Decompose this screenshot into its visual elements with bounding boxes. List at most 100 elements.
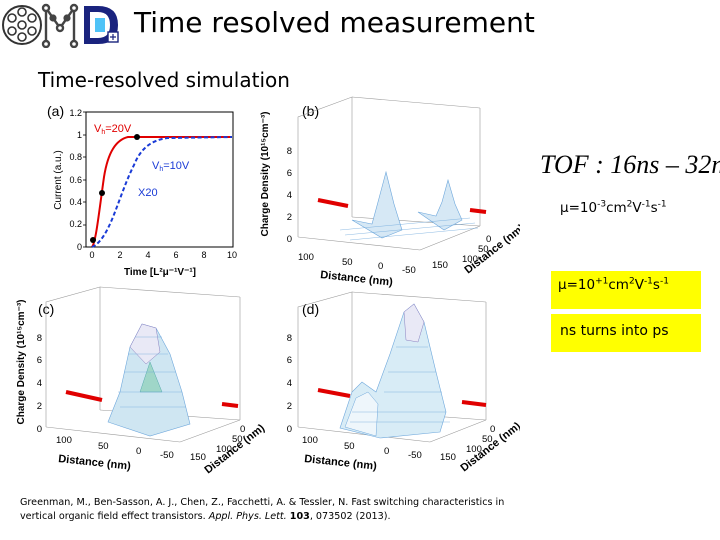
panel-a-label: (a): [47, 103, 64, 119]
svg-text:6: 6: [287, 355, 292, 366]
panel-d-zticks: 0 2 4 6 8: [287, 333, 292, 435]
svg-text:0: 0: [486, 234, 491, 245]
panel-b-surface: [351, 170, 463, 239]
omd-logo: [2, 3, 119, 48]
svg-text:100: 100: [56, 435, 72, 446]
panel-b: (b) 0 2 4 6 8 Charge Density (10¹⁵cm⁻³: [260, 96, 520, 289]
panel-b-electrode-1: [317, 198, 349, 208]
panel-a-xtick-3: 6: [173, 250, 178, 260]
svg-text:0: 0: [136, 446, 141, 457]
panel-c-electrode-2: [221, 402, 239, 408]
svg-text:0: 0: [378, 261, 383, 272]
panel-a-xlabel: Time [L²μ⁻¹V⁻¹]: [124, 267, 196, 278]
device-d-icon: [84, 6, 119, 44]
svg-text:50: 50: [344, 441, 355, 452]
svg-text:50: 50: [478, 244, 489, 255]
panel-d: (d) 0 2 4 6 8 100: [287, 291, 520, 474]
panel-c-zticks: 0 2 4 6 8: [37, 333, 42, 435]
svg-text:0: 0: [287, 234, 292, 245]
svg-text:8: 8: [37, 333, 42, 344]
svg-text:4: 4: [287, 378, 292, 389]
marker-point-2: [99, 190, 105, 196]
svg-text:2: 2: [287, 212, 292, 223]
svg-text:0: 0: [240, 424, 245, 435]
annotation-x20: X20: [138, 187, 158, 199]
curve-vh-20v: [91, 136, 232, 248]
svg-text:150: 150: [440, 452, 456, 463]
timescale-note: ns turns into ps: [551, 314, 701, 352]
panel-a-ytick-6: 1.2: [69, 108, 82, 118]
svg-text:100: 100: [302, 435, 318, 446]
svg-text:4: 4: [37, 378, 42, 389]
svg-text:8: 8: [287, 333, 292, 344]
svg-text:100: 100: [462, 254, 478, 265]
panel-c-xticks: 100 50 0 -50: [56, 435, 174, 461]
svg-text:8: 8: [287, 146, 292, 157]
panel-d-electrode-1: [317, 388, 351, 398]
marker-point-3: [134, 134, 140, 140]
svg-text:100: 100: [466, 444, 482, 455]
svg-text:2: 2: [37, 401, 42, 412]
panel-a-xtick-2: 4: [145, 250, 150, 260]
panel-c-yticks: 0 50 100 150: [190, 424, 245, 463]
svg-text:0: 0: [37, 424, 42, 435]
panel-a-xticks: 0 2 4 6 8 10: [89, 250, 237, 260]
svg-text:50: 50: [98, 441, 109, 452]
panel-b-ylabel: Distance (nm): [462, 222, 520, 276]
svg-text:50: 50: [482, 434, 493, 445]
panel-c: (c) 0 2 4 6 8 Charge Density (1: [16, 286, 267, 476]
marker-point-1: [90, 237, 96, 243]
panel-a-ytick-4: 0.8: [69, 152, 82, 162]
svg-text:0: 0: [287, 424, 292, 435]
panel-a: (a) 0 0.2 0.4 0.6 0.8 1 1.2 0 2 4 6 8 10…: [47, 103, 237, 278]
fullerene-icon: [2, 5, 42, 45]
tof-equation: TOF : 16ns – 32ns: [540, 150, 720, 179]
svg-text:-50: -50: [402, 265, 416, 276]
slide-title: Time resolved measurement: [134, 6, 535, 39]
svg-text:4: 4: [287, 190, 292, 201]
svg-text:100: 100: [216, 444, 232, 455]
panel-a-ytick-5: 1: [77, 130, 82, 140]
panel-d-electrode-2: [461, 400, 487, 407]
panel-a-xtick-5: 10: [227, 250, 237, 260]
panel-b-yticks: 0 50 100 150: [432, 234, 491, 271]
svg-text:150: 150: [190, 452, 206, 463]
annotation-vh-20v: Vh=20V: [94, 123, 132, 136]
panel-c-electrode-1: [65, 390, 103, 402]
panel-a-xtick-4: 8: [201, 250, 206, 260]
annotation-vh-10v: Vh=10V: [152, 160, 190, 173]
panel-a-xtick-1: 2: [117, 250, 122, 260]
simulation-figure: (a) 0 0.2 0.4 0.6 0.8 1 1.2 0 2 4 6 8 10…: [16, 96, 520, 476]
panel-a-ytick-3: 0.6: [69, 175, 82, 185]
panel-d-surface: [339, 303, 450, 439]
panel-a-yticks: 0 0.2 0.4 0.6 0.8 1 1.2: [69, 108, 82, 252]
mobility-note-low: μ=10-3cm2V-1s-1: [560, 199, 667, 216]
mobility-note-high: μ=10+1cm2V-1s-1: [551, 271, 701, 309]
svg-text:50: 50: [232, 434, 243, 445]
panel-a-ylabel: Current (a.u.): [53, 150, 64, 209]
panel-c-xlabel: Distance (nm): [58, 453, 132, 473]
panel-b-label: (b): [302, 103, 319, 119]
panel-a-ytick-2: 0.4: [69, 197, 82, 207]
svg-text:6: 6: [37, 355, 42, 366]
molecule-m-icon: [41, 3, 79, 48]
panel-d-yticks: 0 50 100 150: [440, 424, 495, 463]
panel-a-ytick-1: 0.2: [69, 219, 82, 229]
svg-text:100: 100: [298, 252, 314, 263]
panel-b-xticks: 100 50 0 -50: [298, 252, 416, 276]
panel-c-zlabel: Charge Density (10¹⁵cm⁻³): [16, 299, 27, 424]
panel-d-xticks: 100 50 0 -50: [302, 435, 422, 461]
svg-text:-50: -50: [408, 450, 422, 461]
slide-subtitle: Time-resolved simulation: [38, 68, 290, 92]
svg-text:2: 2: [287, 401, 292, 412]
citation: Greenman, M., Ben-Sasson, A. J., Chen, Z…: [20, 496, 504, 524]
panel-c-surface: [107, 323, 191, 437]
citation-line-1: Greenman, M., Ben-Sasson, A. J., Chen, Z…: [20, 497, 505, 508]
svg-text:0: 0: [384, 446, 389, 457]
svg-text:0: 0: [490, 424, 495, 435]
svg-text:6: 6: [287, 168, 292, 179]
curve-vh-10v: [91, 136, 233, 248]
panel-b-electrode-2: [469, 208, 487, 214]
panel-a-xtick-0: 0: [89, 250, 94, 260]
svg-text:150: 150: [432, 260, 448, 271]
